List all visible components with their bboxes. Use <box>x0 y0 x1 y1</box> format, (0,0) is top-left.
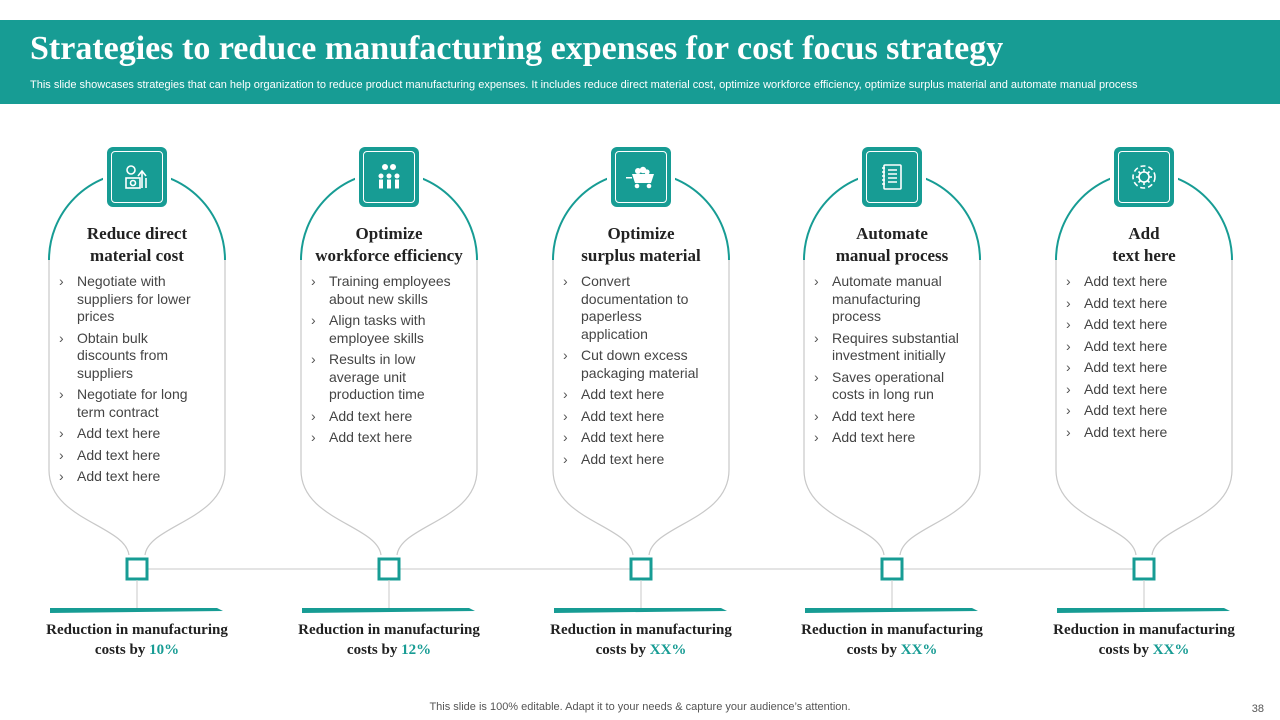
column-title: Optimize surplus material <box>551 223 731 267</box>
reduction-label: Reduction in manufacturing costs by 12% <box>279 620 499 660</box>
mining-cart-icon <box>615 151 667 203</box>
icon-box <box>1114 147 1174 207</box>
bullet-item: Add text here <box>1064 381 1214 399</box>
bullet-item: Training employees about new skills <box>309 273 459 308</box>
reduction-value: 10% <box>149 642 180 658</box>
bullet-item: Add text here <box>812 408 962 426</box>
bullet-item: Add text here <box>1064 402 1214 420</box>
reduction-text: Reduction in manufacturing <box>801 622 983 638</box>
bullet-item: Add text here <box>1064 338 1214 356</box>
reduction-text: Reduction in manufacturing <box>550 622 732 638</box>
timeline-node <box>1132 557 1156 581</box>
reduction-bar <box>554 608 727 613</box>
bullet-item: Add text here <box>1064 424 1214 442</box>
column-title: Automate manual process <box>802 223 982 267</box>
column-title: Reduce direct material cost <box>47 223 227 267</box>
reduction-prefix: costs by <box>595 642 646 658</box>
reduction-prefix: costs by <box>1098 642 1149 658</box>
bullet-item: Add text here <box>561 408 711 426</box>
bullet-item: Automate manual manufacturing process <box>812 273 962 326</box>
bullet-item: Add text here <box>1064 295 1214 313</box>
bullet-item: Obtain bulk discounts from suppliers <box>57 330 207 383</box>
bullet-item: Add text here <box>309 429 459 447</box>
bullet-item: Negotiate with suppliers for lower price… <box>57 273 207 326</box>
page-title: Strategies to reduce manufacturing expen… <box>30 30 1004 67</box>
column-title-line: material cost <box>90 246 184 265</box>
reduction-prefix: costs by <box>94 642 146 658</box>
bullet-item: Saves operational costs in long run <box>812 369 962 404</box>
footer-note: This slide is 100% editable. Adapt it to… <box>429 701 851 713</box>
reduction-value: 12% <box>401 642 432 658</box>
reduction-value: XX% <box>900 642 938 658</box>
bullet-item: Add text here <box>57 468 207 486</box>
column-title-line: workforce efficiency <box>315 246 463 265</box>
column-title-line: Automate <box>856 224 928 243</box>
column-title: Optimize workforce efficiency <box>299 223 479 267</box>
reduction-label: Reduction in manufacturing costs by XX% <box>1034 620 1254 660</box>
timeline-node <box>629 557 653 581</box>
bullet-item: Add text here <box>1064 359 1214 377</box>
reduction-bar <box>302 608 475 613</box>
bullet-item: Requires substantial investment initiall… <box>812 330 962 365</box>
bullet-item: Add text here <box>561 451 711 469</box>
bullet-item: Add text here <box>57 425 207 443</box>
timeline-node <box>377 557 401 581</box>
reduction-value: XX% <box>1152 642 1190 658</box>
bullet-item: Add text here <box>57 447 207 465</box>
icon-box <box>107 147 167 207</box>
reduction-value: XX% <box>649 642 687 658</box>
column-title: Add text here <box>1054 223 1234 267</box>
column-title-line: surplus material <box>581 246 701 265</box>
bullet-list: Automate manual manufacturing process Req… <box>812 273 962 451</box>
gear-cycle-icon <box>1118 151 1170 203</box>
page-number: 38 <box>1251 703 1264 715</box>
bullet-list: Add text here Add text here Add text here A… <box>1064 273 1214 445</box>
column-title-line: Optimize <box>607 224 675 243</box>
timeline-node <box>880 557 904 581</box>
timeline-node <box>125 557 149 581</box>
bullet-item: Add text here <box>561 386 711 404</box>
reduction-label: Reduction in manufacturing costs by XX% <box>782 620 1002 660</box>
icon-box <box>611 147 671 207</box>
reduction-bar <box>805 608 978 613</box>
page-subtitle: This slide showcases strategies that can… <box>30 79 1138 91</box>
bullet-item: Add text here <box>309 408 459 426</box>
bullet-item: Negotiate for long term contract <box>57 386 207 421</box>
checklist-icon <box>866 151 918 203</box>
icon-box <box>359 147 419 207</box>
column-title-line: text here <box>1112 246 1176 265</box>
bullet-item: Convert documentation to paperless appli… <box>561 273 711 343</box>
reduction-text: Reduction in manufacturing <box>1053 622 1235 638</box>
bullet-item: Add text here <box>812 429 962 447</box>
column-title-line: Optimize <box>355 224 423 243</box>
reduction-bar <box>1057 608 1230 613</box>
bullet-item: Add text here <box>561 429 711 447</box>
bullet-item: Align tasks with employee skills <box>309 312 459 347</box>
bullet-list: Training employees about new skills Align… <box>309 273 459 451</box>
bullet-item: Add text here <box>1064 316 1214 334</box>
icon-box <box>862 147 922 207</box>
column-title-line: Add <box>1128 224 1160 243</box>
bullet-list: Convert documentation to paperless appli… <box>561 273 711 472</box>
column-title-line: manual process <box>835 246 949 265</box>
reduction-bar <box>50 608 223 613</box>
bullet-item: Cut down excess packaging material <box>561 347 711 382</box>
reduction-text: Reduction in manufacturing <box>298 622 480 638</box>
bullet-item: Results in low average unit production t… <box>309 351 459 404</box>
reduction-text: Reduction in manufacturing <box>46 622 228 638</box>
reduction-label: Reduction in manufacturing costs by XX% <box>531 620 751 660</box>
reduction-prefix: costs by <box>346 642 398 658</box>
column-title-line: Reduce direct <box>86 224 188 243</box>
reduction-label: Reduction in manufacturing costs by 10% <box>27 620 247 660</box>
reduction-prefix: costs by <box>846 642 897 658</box>
bullet-list: Negotiate with suppliers for lower price… <box>57 273 207 490</box>
bullet-item: Add text here <box>1064 273 1214 291</box>
team-gears-icon <box>363 151 415 203</box>
header-bar: Strategies to reduce manufacturing expen… <box>0 20 1280 104</box>
money-growth-icon <box>111 151 163 203</box>
